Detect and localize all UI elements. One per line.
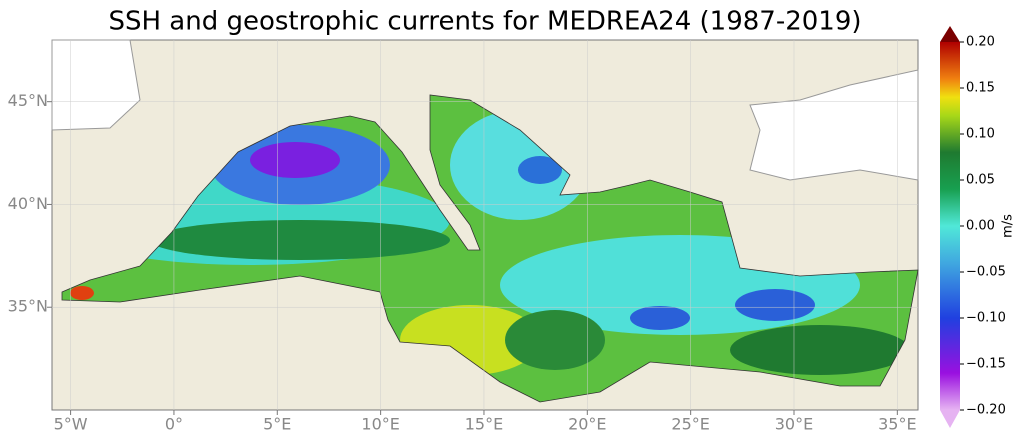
x-tick-label: 10°E: [361, 415, 399, 434]
x-tick-label: 35°E: [878, 415, 916, 434]
x-tick-label: 0°: [165, 415, 183, 434]
ssh-patch: [70, 286, 94, 300]
x-tick-label: 5°W: [54, 415, 88, 434]
ssh-patch: [150, 220, 450, 260]
colorbar-tick-label: 0.10: [966, 127, 995, 142]
colorbar-tick-label: 0.15: [966, 81, 995, 96]
x-tick-label: 15°E: [465, 415, 503, 434]
colorbar-extend: [940, 26, 960, 42]
x-tick-label: 5°E: [263, 415, 291, 434]
colorbar-tick-label: −0.10: [966, 311, 1006, 326]
ssh-patch: [518, 156, 562, 184]
colorbar-label: m/s: [1001, 214, 1016, 238]
colorbar-tick-label: −0.20: [966, 403, 1006, 418]
colorbar-tick-label: 0.20: [966, 35, 995, 50]
y-tick-label: 35°N: [8, 297, 48, 316]
colorbar-tick-label: 0.05: [966, 173, 995, 188]
ssh-patch: [630, 306, 690, 330]
outside-domain: [749, 69, 919, 181]
colorbar-tick-label: −0.05: [966, 265, 1006, 280]
colorbar-extend: [940, 410, 960, 428]
ssh-patch: [250, 142, 340, 178]
y-tick-label: 40°N: [8, 194, 48, 213]
colorbar: [940, 42, 960, 410]
map-title: SSH and geostrophic currents for MEDREA2…: [108, 7, 861, 37]
colorbar-tick-label: 0.00: [966, 219, 995, 234]
x-tick-label: 30°E: [775, 415, 813, 434]
ssh-patch: [730, 325, 910, 375]
x-tick-label: 25°E: [671, 415, 709, 434]
y-tick-label: 45°N: [8, 91, 48, 110]
ssh-patch: [735, 289, 815, 321]
outside-domain: [51, 39, 141, 131]
colorbar-tick-label: −0.15: [966, 357, 1006, 372]
x-tick-label: 20°E: [568, 415, 606, 434]
ssh-patch: [505, 310, 605, 370]
